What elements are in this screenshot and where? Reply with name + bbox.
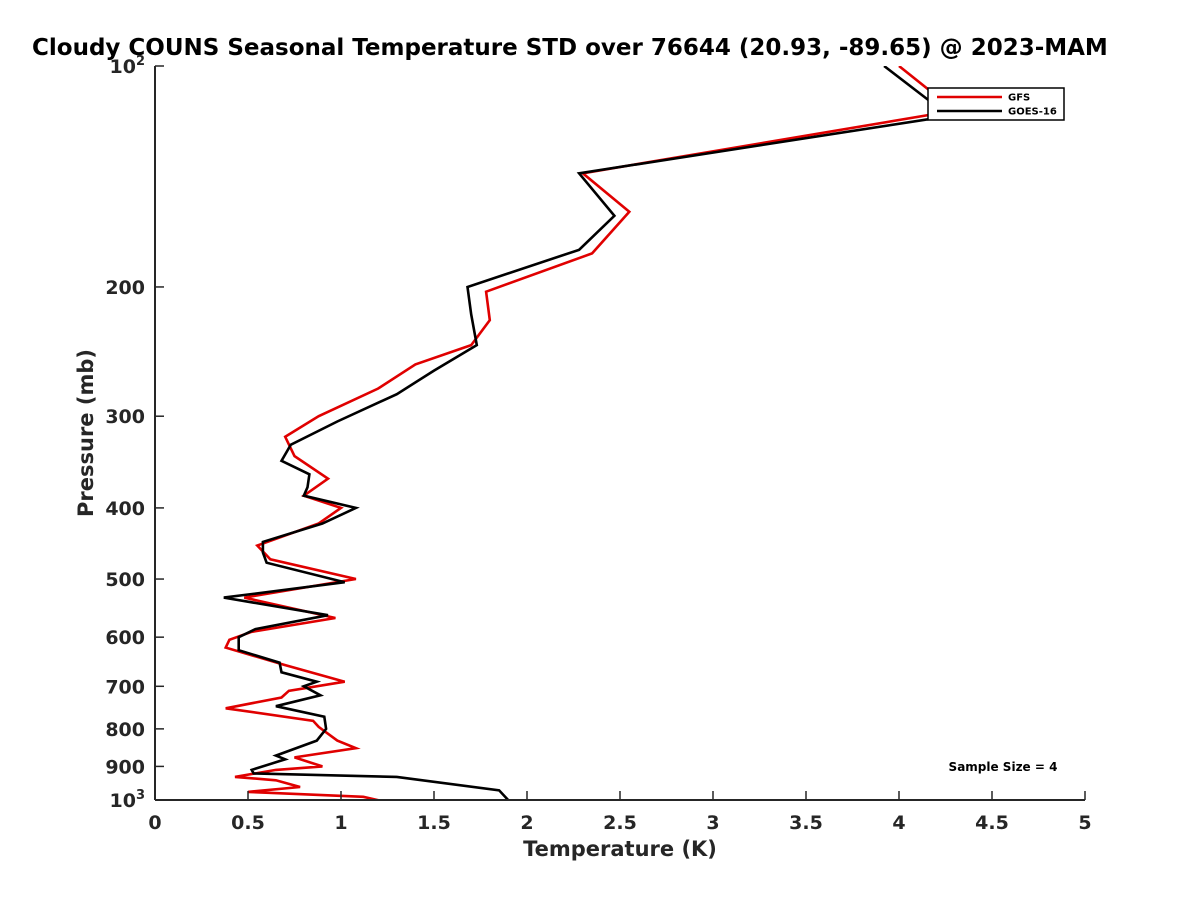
sample-size-annotation: Sample Size = 4: [949, 760, 1058, 774]
y-tick-label: 500: [105, 569, 145, 591]
x-tick-label: 1.5: [417, 812, 451, 834]
x-tick-label: 5: [1078, 812, 1091, 834]
x-tick-label: 3.5: [789, 812, 823, 834]
y-tick-label-exponent: 2: [136, 54, 145, 69]
series-layer: [223, 66, 958, 799]
series-line-gfs: [223, 66, 958, 799]
x-tick-label: 4: [892, 812, 905, 834]
legend-label: GFS: [1008, 93, 1030, 104]
series-line-goes-16: [223, 66, 953, 799]
x-tick-label: 2: [520, 812, 533, 834]
y-tick-label: 900: [105, 756, 145, 778]
x-ticks: 0 0.5 1 1.5 2 2.5 3 3.5 4 4.5 5: [148, 791, 1092, 834]
y-tick-label-exponent: 3: [136, 788, 145, 803]
x-tick-label: 3: [706, 812, 719, 834]
x-tick-label: 2.5: [603, 812, 637, 834]
x-tick-label: 1: [334, 812, 347, 834]
y-tick-label: 700: [105, 676, 145, 698]
x-tick-label: 0: [148, 812, 161, 834]
y-tick-label: 200: [105, 277, 145, 299]
legend: GFS GOES-16: [927, 87, 1065, 121]
legend-label: GOES-16: [1008, 107, 1057, 118]
y-tick-label: 300: [105, 406, 145, 428]
y-tick-label: 102: [110, 54, 146, 78]
y-tick-label: 600: [105, 627, 145, 649]
y-axis-title: Pressure (mb): [74, 349, 98, 517]
x-axis-title: Temperature (K): [523, 837, 717, 861]
x-tick-label: 0.5: [231, 812, 265, 834]
y-tick-label-base: 10: [110, 790, 136, 812]
y-tick-label-base: 10: [110, 56, 136, 78]
y-tick-label: 400: [105, 498, 145, 520]
x-tick-label: 4.5: [975, 812, 1009, 834]
legend-box: [927, 87, 1065, 121]
chart-title: Cloudy COUNS Seasonal Temperature STD ov…: [32, 35, 1108, 61]
y-tick-label: 800: [105, 719, 145, 741]
y-tick-label: 103: [110, 788, 146, 812]
